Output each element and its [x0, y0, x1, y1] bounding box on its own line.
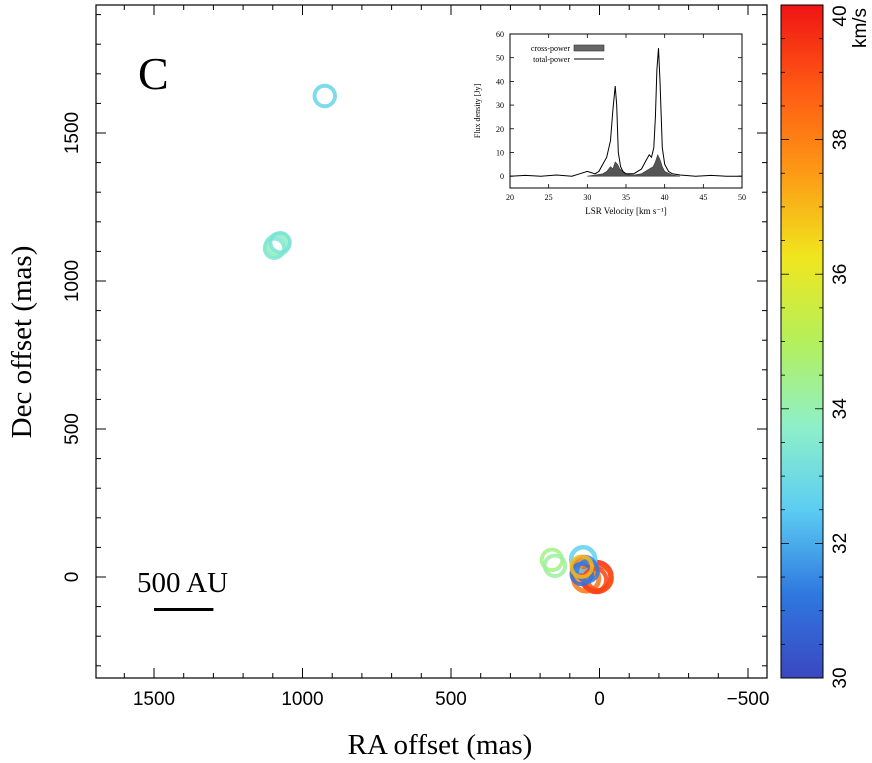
y-tick-label: 1000: [62, 260, 83, 302]
inset-y-tick-label: 50: [496, 54, 504, 63]
colorbar: [780, 4, 824, 679]
inset-total-power-series: [509, 48, 742, 177]
legend-total-power-label: total-power: [533, 55, 570, 64]
colorbar-tick-label: 38: [830, 129, 851, 150]
x-tick-labels: 1500 1000 500 0 −500: [133, 689, 770, 710]
colorbar-tick-label: 36: [830, 264, 851, 285]
x-tick-label: 0: [594, 689, 605, 710]
maser-spot: [569, 554, 594, 579]
colorbar-unit-label: km/s: [850, 8, 871, 48]
inset-x-tick-label: 25: [545, 193, 553, 202]
y-tick-label: 500: [62, 413, 83, 445]
colorbar-tick-label: 30: [830, 667, 851, 688]
y-axis-title: Dec offset (mas): [6, 246, 38, 439]
inset-x-axis-title: LSR Velocity [km s⁻¹]: [585, 206, 667, 216]
main-plot-frame: [95, 4, 768, 679]
y-tick-label: 0: [62, 572, 83, 583]
inset-y-tick-label: 0: [500, 172, 504, 181]
main-axis-ticks: [96, 5, 767, 678]
inset-x-tick-label: 35: [622, 193, 630, 202]
inset-y-tick-label: 40: [496, 77, 504, 86]
legend-cross-power-swatch: [573, 44, 605, 52]
inset-y-axis-title: Flux density [Jy]: [473, 84, 482, 139]
x-tick-label: −500: [727, 689, 770, 710]
y-tick-labels: 0 500 1000 1500: [62, 112, 83, 582]
colorbar-tick-label: 34: [830, 398, 851, 420]
maser-spots: [262, 83, 614, 595]
x-axis-title: RA offset (mas): [348, 729, 533, 761]
legend-cross-power-label: cross-power: [531, 44, 570, 53]
inset-y-tick-label: 30: [496, 101, 504, 110]
maser-spot: [268, 231, 292, 255]
inset-x-tick-label: 30: [583, 193, 591, 202]
maser-spot: [312, 83, 337, 109]
x-tick-label: 500: [435, 689, 467, 710]
inset-x-tick-label: 50: [738, 193, 746, 202]
x-tick-label: 1500: [133, 689, 175, 710]
inset-cross-power-series: [587, 153, 681, 177]
maser-spot: [262, 236, 286, 260]
inset-ticks: 20 25 30 35 40 45 50 0 10 20 30 40 50 60: [496, 30, 746, 202]
inset-y-tick-label: 20: [496, 125, 504, 134]
inset-y-tick-label: 60: [496, 30, 504, 39]
x-tick-label: 1000: [281, 689, 323, 710]
inset-x-tick-label: 40: [661, 193, 669, 202]
inset-y-tick-label: 10: [496, 148, 504, 157]
inset-x-tick-label: 45: [699, 193, 707, 202]
panel-label: C: [138, 48, 169, 99]
inset-x-tick-label: 20: [506, 193, 514, 202]
y-tick-label: 1500: [62, 112, 83, 154]
scale-bar-label: 500 AU: [137, 567, 228, 599]
maser-spot: [568, 544, 598, 574]
colorbar-ticks: 30 32 34 36 38 40: [781, 4, 851, 689]
maser-spot: [542, 553, 568, 578]
colorbar-tick-label: 40: [830, 5, 851, 26]
colorbar-tick-label: 32: [830, 533, 851, 554]
